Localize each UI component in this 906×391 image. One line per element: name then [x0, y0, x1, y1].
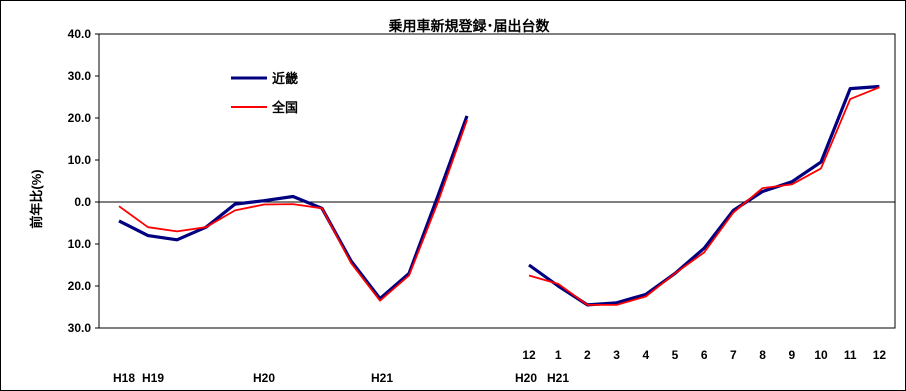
x-year-label: H21 — [371, 371, 393, 385]
plot-area — [98, 33, 896, 329]
x-tick-label: 10 — [814, 348, 828, 362]
x-year-label: H20 — [253, 371, 275, 385]
y-tick-label: 0.0 — [74, 195, 91, 209]
x-tick-label: 12 — [873, 348, 887, 362]
chart-title: 乗用車新規登録･届出台数 — [388, 18, 551, 34]
y-tick-label: 10.0 — [68, 237, 92, 251]
x-tick-label: 8 — [759, 348, 766, 362]
x-tick-label: 11 — [844, 348, 857, 362]
x-tick-label: 9 — [788, 348, 795, 362]
y-tick-label: 20.0 — [68, 111, 92, 125]
series-line-zenkoku-monthly — [528, 86, 880, 306]
x-tick-label: 1 — [555, 348, 562, 362]
y-axis-label: 前年比(%) — [29, 169, 44, 228]
x-tick-label: 6 — [701, 348, 708, 362]
series-line-kinki-monthly — [528, 84, 880, 307]
x-tick-label: 4 — [642, 348, 649, 362]
series-line-zenkoku-yearly — [118, 119, 468, 302]
legend-label-zenkoku: 全国 — [271, 100, 298, 115]
x-year-label: H19 — [142, 371, 164, 385]
series-line-kinki-yearly — [118, 115, 469, 301]
x-tick-label: 7 — [730, 348, 737, 362]
axes: 40.030.020.010.00.010.020.030.012 1 2 3 4 5 6 7… — [68, 27, 896, 385]
y-tick-label: 30.0 — [68, 321, 92, 335]
legend-label-kinki: 近畿 — [272, 71, 298, 86]
x-tick-label: 12 — [522, 348, 536, 362]
x-year-label: H20 — [515, 371, 537, 385]
x-tick-label: 3 — [613, 348, 620, 362]
x-year-label: H21 — [547, 371, 569, 385]
series-lines — [118, 84, 880, 307]
y-tick-label: 30.0 — [68, 69, 92, 83]
y-tick-label: 20.0 — [68, 279, 92, 293]
x-tick-label: 2 — [584, 348, 591, 362]
x-year-label: H18 — [113, 371, 135, 385]
x-tick-label: 5 — [672, 348, 679, 362]
y-tick-label: 40.0 — [68, 27, 92, 41]
y-tick-label: 10.0 — [68, 153, 92, 167]
legend: 近畿 全国 — [231, 71, 298, 115]
